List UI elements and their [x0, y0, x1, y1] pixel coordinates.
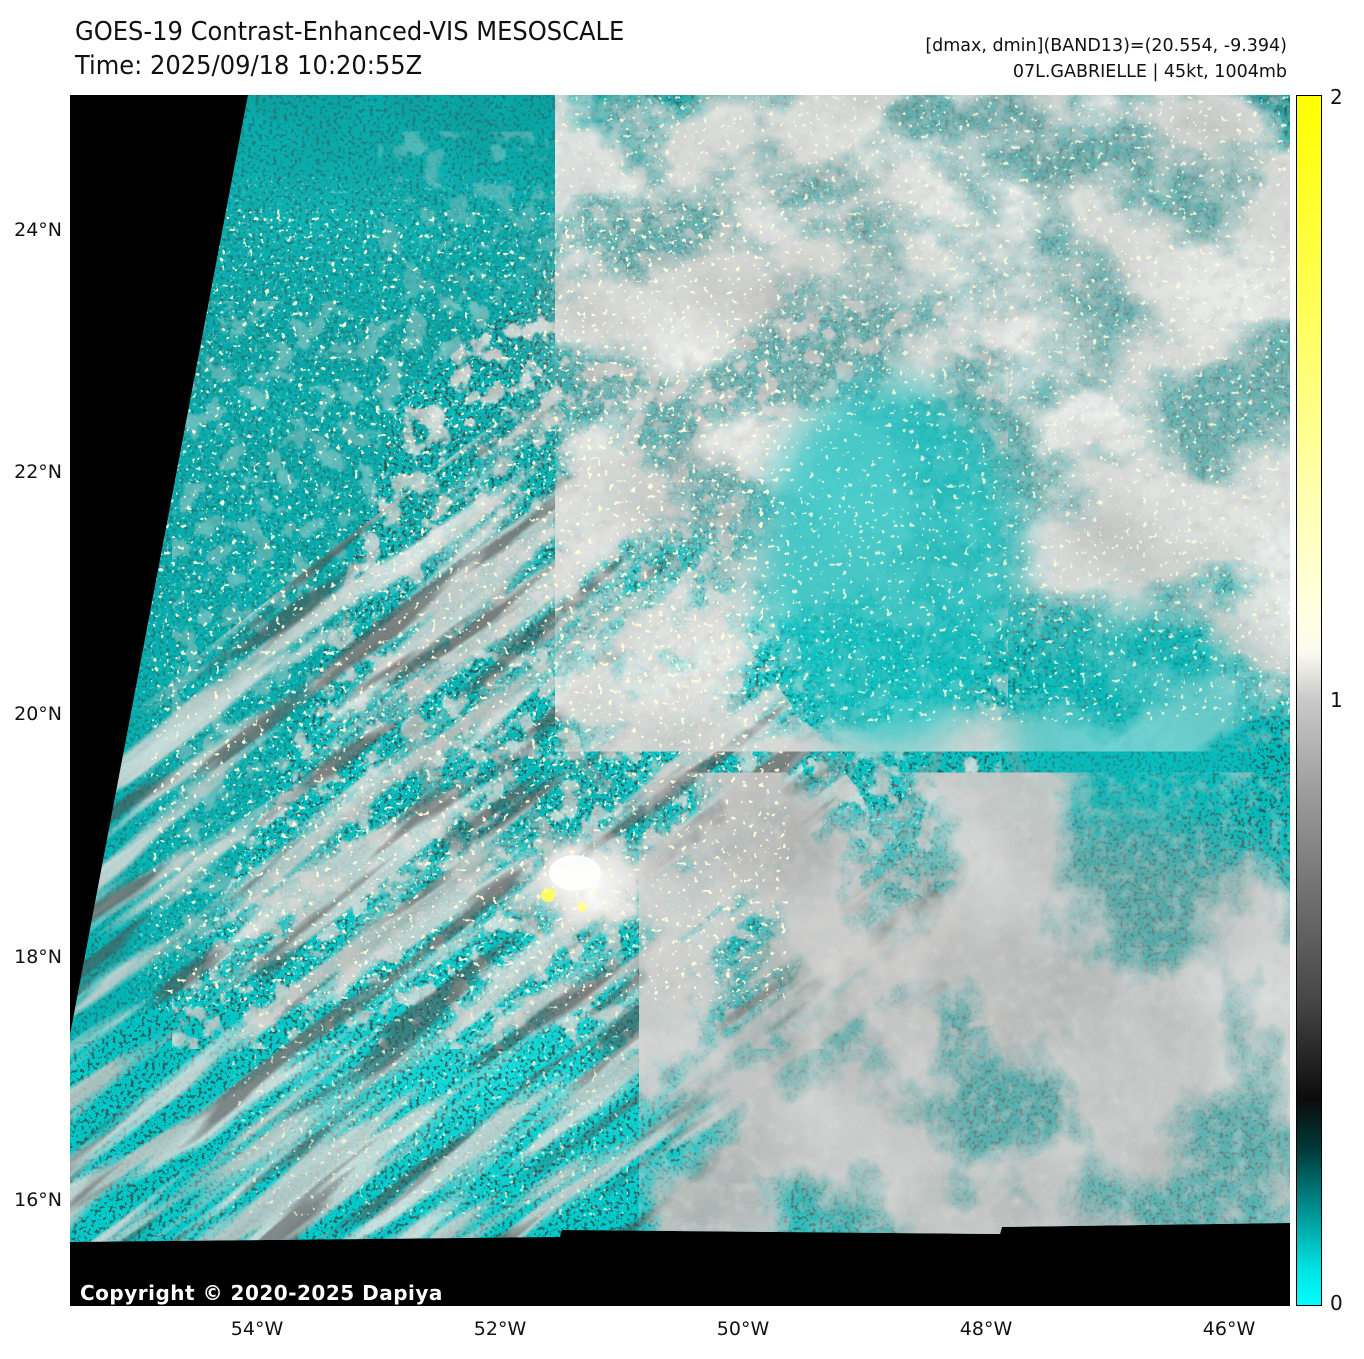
lon-label-54w: 54°W [230, 1318, 284, 1340]
lat-label-22n: 22°N [14, 461, 62, 483]
lat-label-18n: 18°N [14, 946, 62, 968]
lon-label-46w: 46°W [1202, 1318, 1256, 1340]
lat-label-20n: 20°N [14, 703, 62, 725]
lon-label-50w: 50°W [716, 1318, 770, 1340]
colorbar-tick-2: 2 [1330, 85, 1343, 109]
lon-label-52w: 52°W [473, 1318, 527, 1340]
satellite-imagery-canvas [70, 95, 1290, 1306]
lon-label-48w: 48°W [959, 1318, 1013, 1340]
satellite-image: Copyright © 2020-2025 Dapiya [70, 95, 1290, 1306]
lat-label-16n: 16°N [14, 1189, 62, 1211]
band-minmax-annotation: [dmax, dmin](BAND13)=(20.554, -9.394) [925, 36, 1287, 56]
product-time: Time: 2025/09/18 10:20:55Z [75, 50, 423, 81]
lat-label-24n: 24°N [14, 219, 62, 241]
header-annotation-block: [dmax, dmin](BAND13)=(20.554, -9.394) 07… [925, 33, 1287, 86]
product-title: GOES-19 Contrast-Enhanced-VIS MESOSCALE [75, 17, 625, 47]
colorbar-tick-0: 0 [1330, 1291, 1343, 1315]
colorbar-gradient [1296, 95, 1322, 1306]
header-title-block: GOES-19 Contrast-Enhanced-VIS MESOSCALE … [75, 16, 624, 84]
colorbar-tick-1: 1 [1330, 688, 1343, 712]
copyright-label: Copyright © 2020-2025 Dapiya [80, 1281, 443, 1305]
storm-annotation: 07L.GABRIELLE | 45kt, 1004mb [1012, 62, 1287, 83]
